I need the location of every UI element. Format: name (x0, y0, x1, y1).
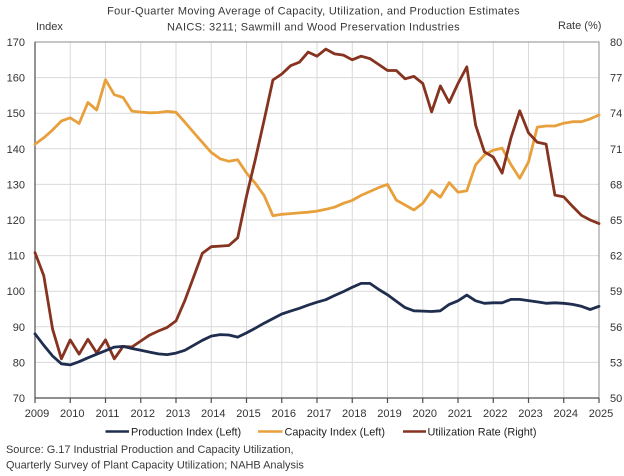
svg-text:2023: 2023 (518, 408, 542, 420)
svg-text:2010: 2010 (60, 408, 84, 420)
svg-text:90: 90 (13, 322, 25, 334)
svg-text:2025: 2025 (589, 408, 613, 420)
svg-text:120: 120 (7, 215, 25, 227)
svg-text:Rate (%): Rate (%) (558, 20, 601, 32)
svg-text:Index: Index (36, 21, 63, 33)
svg-text:NAICS: 3211; Sawmill and Wood: NAICS: 3211; Sawmill and Wood Preservati… (167, 22, 460, 34)
svg-text:59: 59 (610, 286, 622, 298)
svg-text:110: 110 (7, 251, 25, 263)
svg-text:71: 71 (610, 144, 622, 156)
svg-text:77: 77 (610, 73, 622, 85)
svg-text:2011: 2011 (96, 408, 120, 420)
svg-text:80: 80 (610, 37, 622, 49)
svg-text:2009: 2009 (25, 408, 49, 420)
svg-text:2013: 2013 (166, 408, 190, 420)
svg-text:2015: 2015 (236, 408, 260, 420)
svg-text:56: 56 (610, 322, 622, 334)
svg-text:2019: 2019 (377, 408, 401, 420)
svg-text:62: 62 (610, 251, 622, 263)
svg-text:53: 53 (610, 357, 622, 369)
svg-text:2021: 2021 (448, 408, 472, 420)
svg-text:65: 65 (610, 215, 622, 227)
svg-text:Capacity Index (Left): Capacity Index (Left) (285, 427, 385, 439)
svg-text:2012: 2012 (131, 408, 155, 420)
svg-text:2018: 2018 (342, 408, 366, 420)
svg-text:100: 100 (7, 286, 25, 298)
svg-text:130: 130 (7, 179, 25, 191)
svg-text:160: 160 (7, 73, 25, 85)
svg-text:2017: 2017 (307, 408, 331, 420)
svg-text:74: 74 (610, 108, 622, 120)
svg-text:2022: 2022 (483, 408, 507, 420)
svg-text:140: 140 (7, 144, 25, 156)
svg-text:Quarterly Survey of Plant Capa: Quarterly Survey of Plant Capacity Utili… (6, 460, 304, 472)
svg-text:70: 70 (13, 393, 25, 405)
svg-text:50: 50 (610, 393, 622, 405)
svg-text:Source: G.17 Industrial Produc: Source: G.17 Industrial Production and C… (6, 444, 294, 456)
svg-text:2020: 2020 (413, 408, 437, 420)
svg-text:2016: 2016 (272, 408, 296, 420)
svg-text:68: 68 (610, 179, 622, 191)
svg-text:2024: 2024 (554, 408, 578, 420)
svg-text:Four-Quarter Moving Average of: Four-Quarter Moving Average of Capacity,… (107, 6, 520, 18)
svg-text:Production Index (Left): Production Index (Left) (131, 427, 241, 439)
svg-text:150: 150 (7, 108, 25, 120)
svg-text:170: 170 (7, 37, 25, 49)
svg-text:2014: 2014 (201, 408, 225, 420)
svg-text:Utilization Rate (Right): Utilization Rate (Right) (428, 427, 537, 439)
svg-text:80: 80 (13, 357, 25, 369)
